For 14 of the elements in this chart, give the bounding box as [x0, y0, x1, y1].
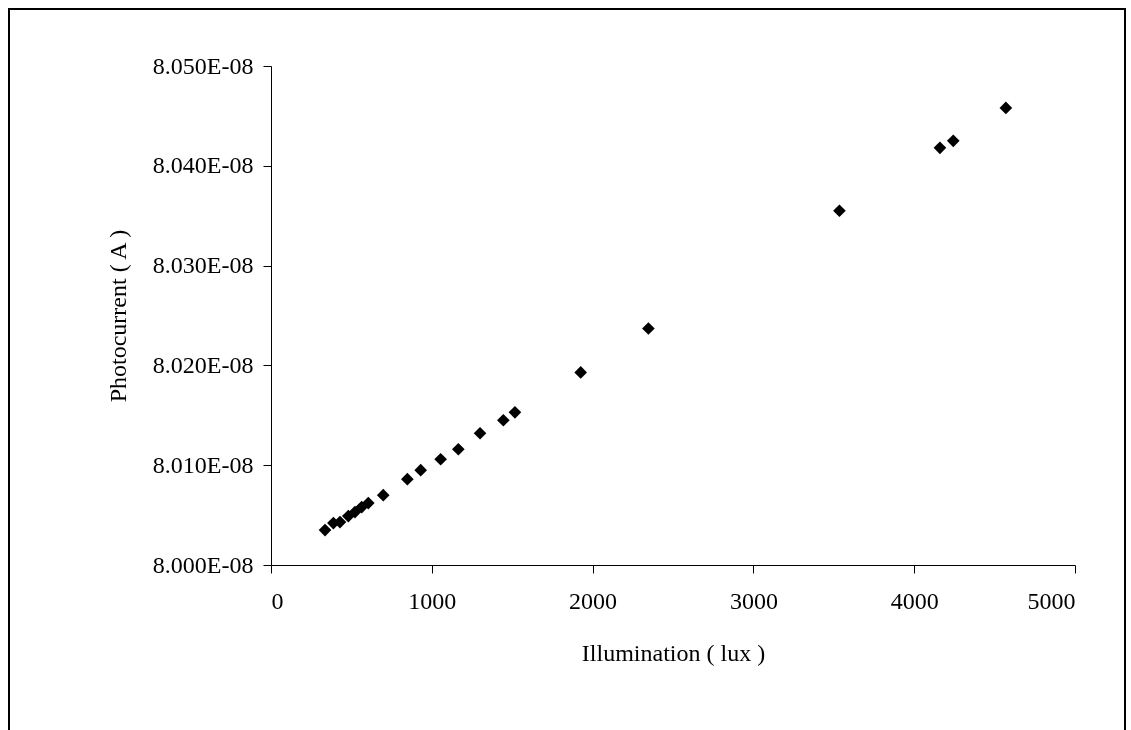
- x-tick-label: 1000: [408, 587, 457, 614]
- y-tick-label: 8.030E-08: [152, 252, 254, 279]
- y-tick-label: 8.040E-08: [152, 152, 254, 179]
- x-tick-label: 3000: [729, 587, 778, 614]
- y-tick-label: 8.000E-08: [152, 551, 254, 578]
- y-tick-label: 8.010E-08: [152, 451, 254, 478]
- x-axis-title: Illumination ( lux ): [581, 639, 766, 666]
- x-tick-label: 0: [271, 587, 284, 614]
- y-tick-label: 8.020E-08: [152, 351, 254, 378]
- y-tick-label: 8.050E-08: [152, 52, 254, 79]
- x-tick-label: 2000: [569, 587, 618, 614]
- x-tick-label: 4000: [890, 587, 939, 614]
- y-axis-title: Photocurrent ( A ): [104, 229, 131, 403]
- x-tick-label: 5000: [1027, 587, 1076, 614]
